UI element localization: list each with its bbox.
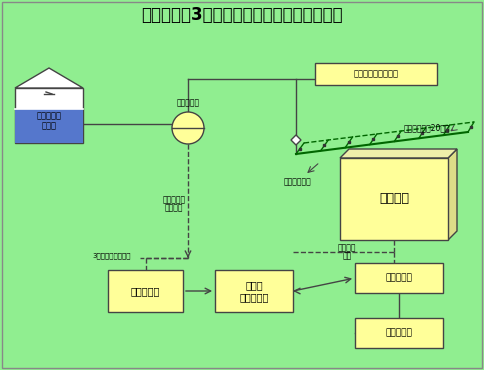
- Text: タンク: タンク: [42, 121, 57, 131]
- Text: 信号: 信号: [342, 252, 351, 260]
- FancyBboxPatch shape: [108, 270, 183, 312]
- Text: 変圧器
消火装置盤: 変圧器 消火装置盤: [239, 280, 269, 302]
- Text: 屋内、屋外消火栓等: 屋内、屋外消火栓等: [353, 70, 398, 78]
- FancyBboxPatch shape: [340, 158, 448, 240]
- Text: 所内変圧器: 所内変圧器: [386, 273, 412, 283]
- Polygon shape: [15, 88, 83, 143]
- FancyBboxPatch shape: [355, 318, 443, 348]
- Text: 水噴霧ノズル: 水噴霧ノズル: [284, 178, 312, 186]
- Text: 火災感知器（20個）: 火災感知器（20個）: [403, 124, 450, 132]
- Text: 火災監視盤: 火災監視盤: [131, 286, 160, 296]
- Text: 伊方発電所3号機　消火用水系統概略系統図: 伊方発電所3号機 消火用水系統概略系統図: [141, 6, 343, 24]
- Text: 火災感知: 火災感知: [338, 243, 356, 252]
- Text: 消火ポンプ: 消火ポンプ: [177, 98, 199, 108]
- Text: 消火ポンプ: 消火ポンプ: [163, 195, 185, 205]
- FancyBboxPatch shape: [355, 263, 443, 293]
- Polygon shape: [291, 135, 301, 145]
- Text: 予備変圧器: 予備変圧器: [386, 329, 412, 337]
- Circle shape: [172, 112, 204, 144]
- Text: ろ過水貯蔵: ろ過水貯蔵: [36, 111, 61, 121]
- Polygon shape: [15, 109, 83, 143]
- Polygon shape: [15, 68, 83, 88]
- FancyBboxPatch shape: [315, 63, 437, 85]
- Polygon shape: [340, 149, 457, 158]
- Text: 主変圧器: 主変圧器: [379, 192, 409, 205]
- Text: 起動信号: 起動信号: [165, 204, 183, 212]
- Text: 3号機中央制御御室: 3号機中央制御御室: [93, 253, 131, 259]
- Polygon shape: [448, 149, 457, 240]
- FancyBboxPatch shape: [215, 270, 293, 312]
